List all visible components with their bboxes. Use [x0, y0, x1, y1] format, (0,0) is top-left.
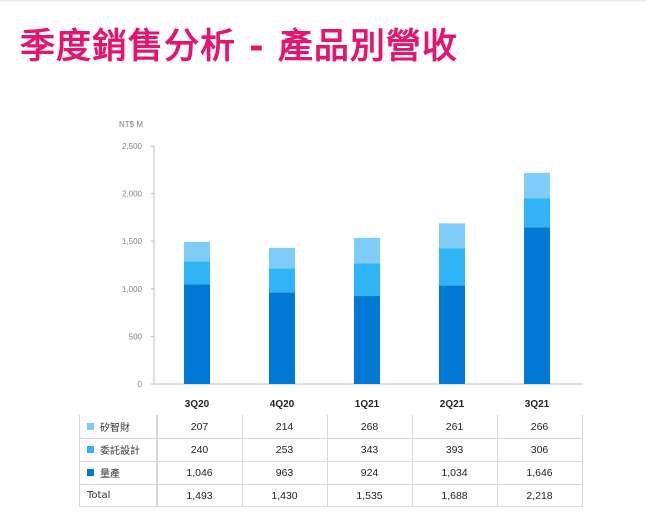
table-cell: 1,493 [186, 489, 213, 502]
table-cell: 1,535 [356, 489, 383, 502]
table-cell: 207 [190, 420, 209, 433]
table-cell: 268 [360, 420, 379, 433]
table-row-total: Total 1,493 1,430 1,535 1,688 2,218 [79, 484, 583, 507]
column-divider [497, 415, 498, 507]
column-divider [242, 415, 243, 507]
table-row-ip: 矽智財 207 214 268 261 266 [79, 415, 583, 439]
bar-segment [269, 247, 295, 269]
row-label-mass-production: 量產 [79, 461, 157, 484]
bars-group [184, 172, 550, 384]
table-cell: 924 [360, 466, 379, 479]
category-labels: 3Q20 4Q20 1Q21 2Q21 3Q21 [185, 399, 550, 410]
table-cell: 1,688 [441, 489, 468, 502]
category-label: 3Q20 [185, 399, 210, 410]
table-cell: 1,430 [271, 489, 298, 502]
legend-swatch-ip [87, 423, 94, 430]
table-cell: 214 [275, 420, 294, 433]
table-cell: 240 [190, 443, 209, 456]
bar-segment [439, 223, 465, 249]
table-cell: 2,218 [526, 489, 553, 502]
page-title: 季度銷售分析 - 產品別營收 [20, 27, 458, 67]
y-tick-label: 1,000 [122, 285, 143, 294]
y-tick-label: 500 [129, 332, 143, 341]
table-row-design-service: 委託設計 240 253 343 393 306 [79, 438, 583, 462]
table-cell: 1,034 [441, 466, 468, 479]
legend-swatch-design-service [87, 446, 94, 453]
bar-segment [439, 285, 465, 384]
y-axis: 0 500 1,000 1,500 2,000 2,500 [122, 142, 583, 389]
bar-segment [524, 172, 550, 199]
category-label: 1Q21 [355, 399, 380, 410]
table-cell: 1,046 [186, 466, 213, 479]
row-label-total: Total [79, 484, 157, 507]
bar-segment [524, 198, 550, 228]
row-label-design-service: 委託設計 [79, 438, 157, 461]
data-table: 矽智財 207 214 268 261 266 委託設計 240 253 343… [79, 415, 583, 507]
table-cell: 266 [530, 420, 549, 433]
table-cell: 963 [275, 466, 294, 479]
table-cell: 306 [530, 443, 549, 456]
legend-swatch-mass-production [87, 469, 94, 476]
y-tick-label: 0 [138, 380, 143, 389]
y-tick-label: 2,000 [122, 190, 143, 199]
bar-segment [184, 284, 210, 384]
column-divider [327, 415, 328, 507]
series-name-design-service: 委託設計 [100, 446, 140, 457]
bar-segment [439, 248, 465, 286]
bar-segment [354, 296, 380, 384]
stacked-bar-chart: NT$ M 0 500 1,000 1,500 2,000 2,500 3Q20 4Q20 1… [119, 120, 583, 410]
bar-segment [184, 241, 210, 262]
bar-segment [354, 263, 380, 297]
row-label-ip: 矽智財 [79, 415, 157, 438]
category-label: 2Q21 [440, 399, 465, 410]
category-label: 3Q21 [525, 399, 550, 410]
bar-segment [354, 237, 380, 264]
table-cell: 1,646 [526, 466, 553, 479]
bar-segment [524, 227, 550, 384]
category-label: 4Q20 [270, 399, 295, 410]
y-tick-label: 2,500 [122, 142, 143, 151]
column-divider [157, 415, 158, 507]
table-cell: 343 [360, 443, 379, 456]
series-name-mass-production: 量產 [100, 469, 120, 480]
top-divider [0, 0, 646, 2]
column-divider [412, 415, 413, 507]
series-name-ip: 矽智財 [100, 423, 130, 434]
bar-segment [269, 268, 295, 293]
total-label: Total [87, 490, 111, 501]
table-row-mass-production: 量產 1,046 963 924 1,034 1,646 [79, 461, 583, 485]
table-cell: 393 [445, 443, 464, 456]
table-cell: 261 [445, 420, 464, 433]
y-axis-unit-label: NT$ M [119, 120, 143, 129]
table-cell: 253 [275, 443, 294, 456]
bar-segment [269, 292, 295, 384]
bar-segment [184, 261, 210, 285]
y-tick-label: 1,500 [122, 237, 143, 246]
